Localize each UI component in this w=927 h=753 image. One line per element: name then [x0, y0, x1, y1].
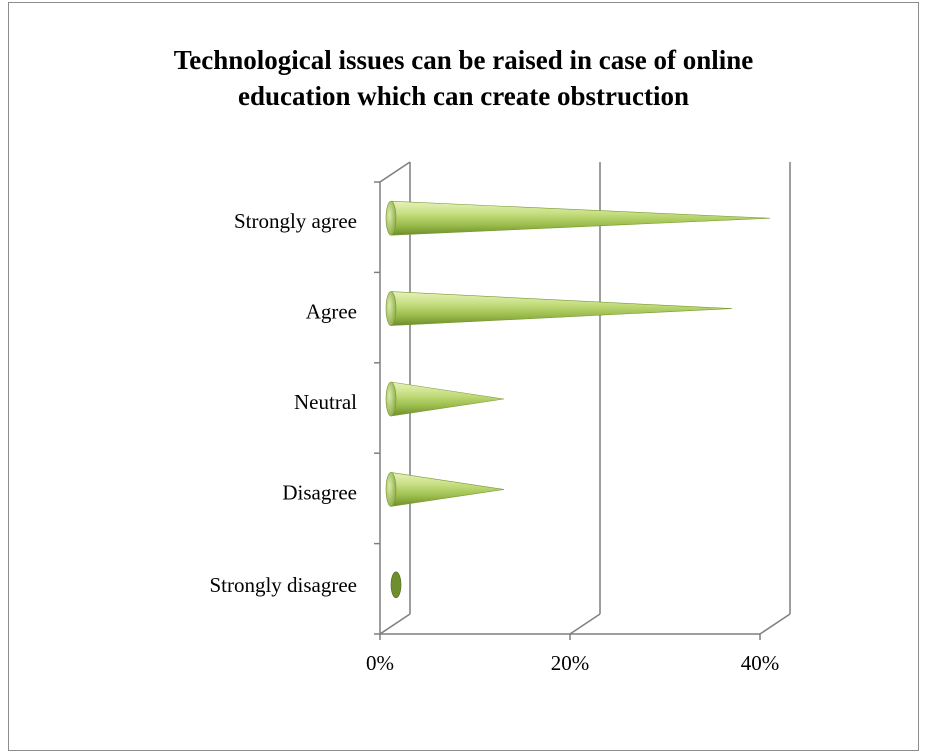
cone-base — [390, 571, 402, 599]
chart-title-line-1: Technological issues can be raised in ca… — [173, 45, 754, 75]
wall-top-diagonal — [379, 161, 411, 183]
x-tick-label: 0% — [366, 651, 394, 675]
category-label: Disagree — [282, 480, 357, 504]
x-tick-label: 20% — [551, 651, 590, 675]
chart-frame — [8, 2, 919, 751]
cone-body — [390, 200, 771, 236]
cone-base — [385, 472, 397, 507]
chart-title: Technological issues can be raised in ca… — [0, 42, 927, 114]
bar-strongly-agree — [385, 200, 771, 236]
x-tick-label: 40% — [741, 651, 780, 675]
chart-title-line-2: education which can create obstruction — [238, 81, 689, 111]
cone-base — [385, 291, 397, 326]
cone-base — [385, 381, 397, 417]
axes-layer — [374, 161, 791, 640]
cone-body — [390, 472, 505, 507]
cone-body — [390, 291, 733, 326]
bar-strongly-disagree — [390, 571, 402, 599]
category-label: Neutral — [294, 390, 357, 414]
bars-layer — [385, 200, 771, 599]
category-label: Agree — [306, 300, 357, 324]
category-label: Strongly agree — [234, 209, 357, 233]
floor-diagonal-1 — [569, 613, 601, 635]
floor-diagonal-2 — [759, 613, 791, 635]
floor-diagonal-0 — [379, 613, 411, 635]
bar-agree — [385, 291, 733, 326]
category-label: Strongly disagree — [209, 573, 357, 597]
bar-neutral — [385, 381, 505, 417]
bar-disagree — [385, 472, 505, 507]
cone-body — [390, 381, 505, 417]
cone-base — [385, 200, 397, 236]
labels-layer: Strongly agree Agree Neutral Disagree Strong… — [209, 209, 779, 675]
